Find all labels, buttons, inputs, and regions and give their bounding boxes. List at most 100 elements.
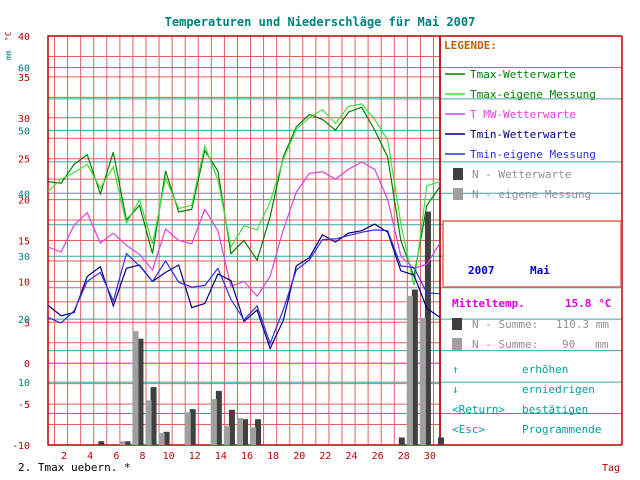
temp-unit-label: °C xyxy=(4,31,13,41)
control-up-action[interactable]: erhöhen xyxy=(522,363,568,376)
rain-bar-eigene xyxy=(250,427,257,445)
rain-tick-label: 50 xyxy=(18,126,30,137)
control-esc[interactable]: <Esc> Programmende xyxy=(452,423,601,436)
x-tick-label: 22 xyxy=(319,451,331,462)
x-tick-label: 2 xyxy=(61,451,67,462)
control-up-key[interactable]: ↑ xyxy=(452,363,459,376)
rain-bar-eigene xyxy=(223,426,230,445)
rain-bar-wetterwarte xyxy=(255,419,262,445)
legend: Tmax-Wetterwarte Tmax-eigene Messung T MW-… xyxy=(445,68,596,201)
rain-bar-wetterwarte xyxy=(124,441,131,445)
control-down[interactable]: ↓ erniedrigen xyxy=(452,383,595,396)
control-esc-action[interactable]: Programmende xyxy=(522,423,601,436)
control-esc-key[interactable]: <Esc> xyxy=(452,423,485,436)
info-year: 2007 xyxy=(468,264,495,277)
temp-tick-label: -5 xyxy=(18,400,30,411)
grid-layer xyxy=(47,35,623,446)
rain-tick-label: 60 xyxy=(18,63,30,74)
rain-bar-wetterwarte xyxy=(424,211,431,445)
legend-entry: T MW-Wetterwarte xyxy=(470,108,576,121)
temp-tick-label: -10 xyxy=(12,441,30,452)
rain-bar-eigene xyxy=(158,433,165,445)
rain-bar-wetterwarte xyxy=(242,419,248,445)
rain-bar-wetterwarte xyxy=(228,409,235,445)
legend-entry: N - Wetterwarte xyxy=(472,168,571,181)
legend-bar-swatch xyxy=(453,188,463,200)
rain-bar-wetterwarte xyxy=(398,437,405,445)
legend-entry: Tmax-Wetterwarte xyxy=(470,68,576,81)
x-tick-label: 8 xyxy=(139,451,145,462)
mittel-value: 15.8 °C xyxy=(565,297,611,310)
control-up[interactable]: ↑ erhöhen xyxy=(452,363,568,376)
rain-bar-eigene xyxy=(132,331,139,445)
legend-entry: Tmin-Wetterwarte xyxy=(470,128,576,141)
legend-heading: LEGENDE: xyxy=(444,39,497,52)
rain-bar-eigene xyxy=(184,412,191,445)
rain-tick-label: 10 xyxy=(18,378,30,389)
sum-ww-label: N - Summe: xyxy=(472,318,538,331)
temp-tick-label: 30 xyxy=(18,114,30,125)
control-down-action[interactable]: erniedrigen xyxy=(522,383,595,396)
rain-bar-wetterwarte xyxy=(98,441,105,445)
temp-tick-label: 10 xyxy=(18,277,30,288)
sum-ww-value: 110.3 mm xyxy=(556,318,609,331)
x-tick-label: 10 xyxy=(163,451,175,462)
x-tick-label: 16 xyxy=(241,451,253,462)
rain-bar-eigene xyxy=(237,417,243,445)
rain-bar-eigene xyxy=(419,317,426,445)
sum-ww-swatch xyxy=(452,318,462,330)
chart-title: Temperaturen und Niederschläge für Mai 2… xyxy=(165,15,476,29)
line-layer xyxy=(47,103,441,351)
bar-layer xyxy=(98,211,444,445)
sum-own-label: N - Summe: xyxy=(472,338,538,351)
temp-tick-label: 20 xyxy=(18,196,30,207)
legend-entry: N - eigene Messung xyxy=(472,188,591,201)
x-tick-label: 14 xyxy=(215,451,227,462)
temp-tick-label: 15 xyxy=(18,237,30,248)
x-tick-label: 30 xyxy=(424,451,436,462)
status-line: 2. Tmax uebern. * xyxy=(18,461,131,474)
x-tick-label: 28 xyxy=(398,451,410,462)
x-tick-label: 4 xyxy=(87,451,93,462)
control-return[interactable]: <Return> bestätigen xyxy=(452,403,588,416)
rain-bar-eigene xyxy=(210,399,217,445)
rain-bar-eigene xyxy=(119,441,126,445)
info-box xyxy=(442,220,622,288)
x-tick-label: 26 xyxy=(372,451,384,462)
x-tick-label: 18 xyxy=(267,451,279,462)
control-return-action[interactable]: bestätigen xyxy=(522,403,588,416)
series-line-tmax-eigene-messung xyxy=(47,103,441,286)
rain-bar-wetterwarte xyxy=(137,338,144,445)
x-tick-label: 20 xyxy=(293,451,305,462)
temp-tick-label: 40 xyxy=(18,32,30,43)
rain-tick-label: 20 xyxy=(18,315,30,326)
x-tick-label: 12 xyxy=(189,451,201,462)
temp-tick-label: 25 xyxy=(18,155,30,166)
legend-entry: Tmin-eigene Messung xyxy=(470,148,596,161)
info-month: Mai xyxy=(530,264,550,277)
series-line-tmax-wetterwarte xyxy=(47,106,441,279)
temp-tick-label: 5 xyxy=(24,318,30,329)
rain-tick-label: 40 xyxy=(18,189,30,200)
rain-tick-label: 30 xyxy=(18,252,30,263)
sum-own-swatch xyxy=(452,338,462,350)
x-tick-label: 24 xyxy=(346,451,358,462)
control-return-key[interactable]: <Return> xyxy=(452,403,505,416)
x-tick-label: 6 xyxy=(113,451,119,462)
rain-unit-label: mm xyxy=(4,50,13,60)
sum-own-value: 90 mm xyxy=(562,338,609,351)
control-down-key[interactable]: ↓ xyxy=(452,383,459,396)
series-line-t-mw-wetterwarte xyxy=(47,161,441,298)
legend-entry: Tmax-eigene Messung xyxy=(470,88,596,101)
rain-bar-wetterwarte xyxy=(215,390,222,445)
temp-tick-label: 35 xyxy=(18,73,30,84)
rain-bar-wetterwarte xyxy=(189,409,196,445)
series-line-tmin-wetterwarte xyxy=(47,223,441,351)
rain-bar-wetterwarte xyxy=(411,289,418,445)
temp-tick-label: 0 xyxy=(24,359,30,370)
series-line-tmin-eigene-messung xyxy=(47,229,441,346)
rain-bar-eigene xyxy=(406,295,413,445)
rain-bar-eigene xyxy=(145,400,152,445)
